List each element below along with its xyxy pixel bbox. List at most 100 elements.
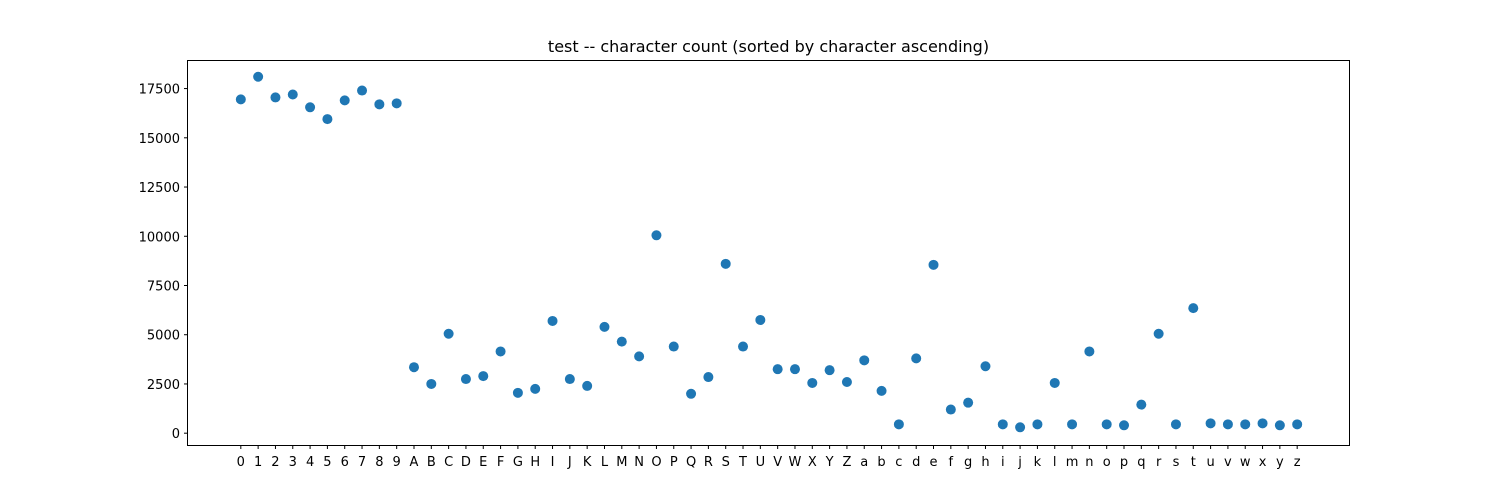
x-tick-label: a bbox=[860, 455, 868, 470]
x-tick-label: w bbox=[1240, 455, 1251, 470]
x-tick-label: J bbox=[567, 455, 572, 470]
x-tick-label: U bbox=[756, 455, 766, 470]
data-point bbox=[564, 374, 575, 385]
x-tick-label: A bbox=[410, 455, 419, 470]
data-point bbox=[824, 365, 835, 376]
data-point bbox=[1205, 418, 1216, 429]
data-point bbox=[807, 377, 818, 388]
x-tick-label: 0 bbox=[237, 455, 245, 470]
x-tick-label: Z bbox=[842, 455, 851, 470]
data-point bbox=[1067, 419, 1078, 430]
data-point bbox=[789, 364, 800, 375]
x-tick-label: v bbox=[1224, 455, 1232, 470]
data-point bbox=[616, 336, 627, 347]
x-tick-label: 5 bbox=[323, 455, 331, 470]
data-point bbox=[703, 372, 714, 383]
x-tick-label: n bbox=[1085, 455, 1093, 470]
data-point bbox=[426, 378, 437, 389]
x-tick-label: H bbox=[530, 455, 540, 470]
x-tick-label: 7 bbox=[358, 455, 366, 470]
x-tick-label: W bbox=[789, 455, 802, 470]
x-tick-label: R bbox=[704, 455, 713, 470]
x-tick-label: m bbox=[1066, 455, 1079, 470]
data-point bbox=[270, 92, 281, 103]
x-tick-label: e bbox=[930, 455, 938, 470]
x-tick-label: r bbox=[1156, 455, 1162, 470]
x-tick-label: L bbox=[601, 455, 609, 470]
data-point bbox=[755, 314, 766, 325]
x-tick-label: y bbox=[1276, 455, 1284, 470]
data-point bbox=[980, 361, 991, 372]
data-point bbox=[460, 374, 471, 385]
data-point bbox=[651, 230, 662, 241]
data-point bbox=[391, 98, 402, 109]
data-point bbox=[512, 387, 523, 398]
data-point bbox=[374, 99, 385, 110]
data-point bbox=[1084, 346, 1095, 357]
y-tick-label: 17500 bbox=[139, 83, 180, 98]
x-tick-label: V bbox=[773, 455, 782, 470]
x-tick-label: 4 bbox=[306, 455, 314, 470]
data-point bbox=[772, 364, 783, 375]
data-point bbox=[357, 85, 368, 96]
data-point bbox=[253, 71, 264, 82]
data-point bbox=[495, 346, 506, 357]
data-point bbox=[893, 419, 904, 430]
data-point bbox=[582, 380, 593, 391]
plot-area bbox=[235, 71, 1303, 433]
y-tick-label: 12500 bbox=[139, 181, 180, 196]
data-point bbox=[322, 114, 333, 125]
data-point bbox=[945, 404, 956, 415]
data-point bbox=[408, 362, 419, 373]
x-tick-label: F bbox=[497, 455, 504, 470]
data-point bbox=[599, 321, 610, 332]
x-tick-label: t bbox=[1191, 455, 1196, 470]
x-tick-label: i bbox=[1001, 455, 1005, 470]
x-tick-label: g bbox=[964, 455, 972, 470]
y-tick-label: 15000 bbox=[139, 132, 180, 147]
y-tick-label: 2500 bbox=[147, 378, 180, 393]
x-tick-label: f bbox=[949, 455, 954, 470]
x-tick-label: u bbox=[1206, 455, 1214, 470]
y-tick-label: 7500 bbox=[147, 279, 180, 294]
data-point bbox=[1240, 419, 1251, 430]
data-point bbox=[1015, 422, 1026, 433]
x-tick-label: 8 bbox=[375, 455, 383, 470]
data-point bbox=[928, 259, 939, 270]
x-tick-label: l bbox=[1053, 455, 1057, 470]
y-axis: 0 2500 5000 7500 10000 12500 15000 17500 bbox=[139, 83, 188, 442]
x-tick-label: K bbox=[583, 455, 592, 470]
data-point bbox=[1292, 419, 1303, 430]
data-point bbox=[1274, 420, 1285, 431]
x-tick-label: s bbox=[1173, 455, 1180, 470]
data-point bbox=[443, 328, 454, 339]
data-point bbox=[686, 388, 697, 399]
x-tick-label: k bbox=[1034, 455, 1042, 470]
data-point bbox=[1153, 328, 1164, 339]
data-point bbox=[1049, 377, 1060, 388]
x-tick-label: z bbox=[1294, 455, 1301, 470]
data-point bbox=[841, 376, 852, 387]
data-point bbox=[287, 89, 298, 100]
x-tick-label: O bbox=[651, 455, 661, 470]
x-tick-label: I bbox=[551, 455, 555, 470]
data-point bbox=[339, 95, 350, 106]
x-tick-label: c bbox=[895, 455, 902, 470]
data-point bbox=[478, 371, 489, 382]
x-tick-label: 6 bbox=[341, 455, 349, 470]
data-point bbox=[1188, 303, 1199, 314]
data-point bbox=[876, 385, 887, 396]
x-tick-label: B bbox=[427, 455, 436, 470]
data-point bbox=[1119, 420, 1130, 431]
x-tick-label: T bbox=[738, 455, 747, 470]
data-point bbox=[963, 397, 974, 408]
data-point bbox=[997, 419, 1008, 430]
x-tick-label: j bbox=[1017, 455, 1022, 470]
data-point bbox=[738, 341, 749, 352]
x-tick-label: o bbox=[1103, 455, 1111, 470]
data-point bbox=[1136, 399, 1147, 410]
x-tick-label: 9 bbox=[393, 455, 401, 470]
x-tick-label: C bbox=[444, 455, 453, 470]
x-tick-label: P bbox=[670, 455, 678, 470]
